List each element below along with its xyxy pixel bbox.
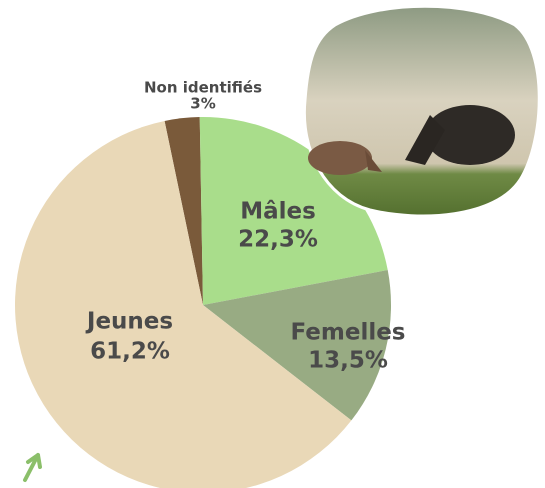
value-label: 61,2% (90, 339, 170, 365)
value-label: 13,5% (308, 348, 388, 374)
slice-label: Femelles (291, 320, 406, 346)
slice-label: Mâles (240, 199, 316, 225)
slice-label: Jeunes (85, 309, 173, 335)
chart: Non identifiés3%Mâles22,3%Femelles13,5%J… (0, 0, 545, 488)
photo (304, 6, 539, 216)
arrow (25, 455, 40, 480)
value-label: 22,3% (238, 227, 318, 253)
value-label: 3% (190, 95, 215, 113)
